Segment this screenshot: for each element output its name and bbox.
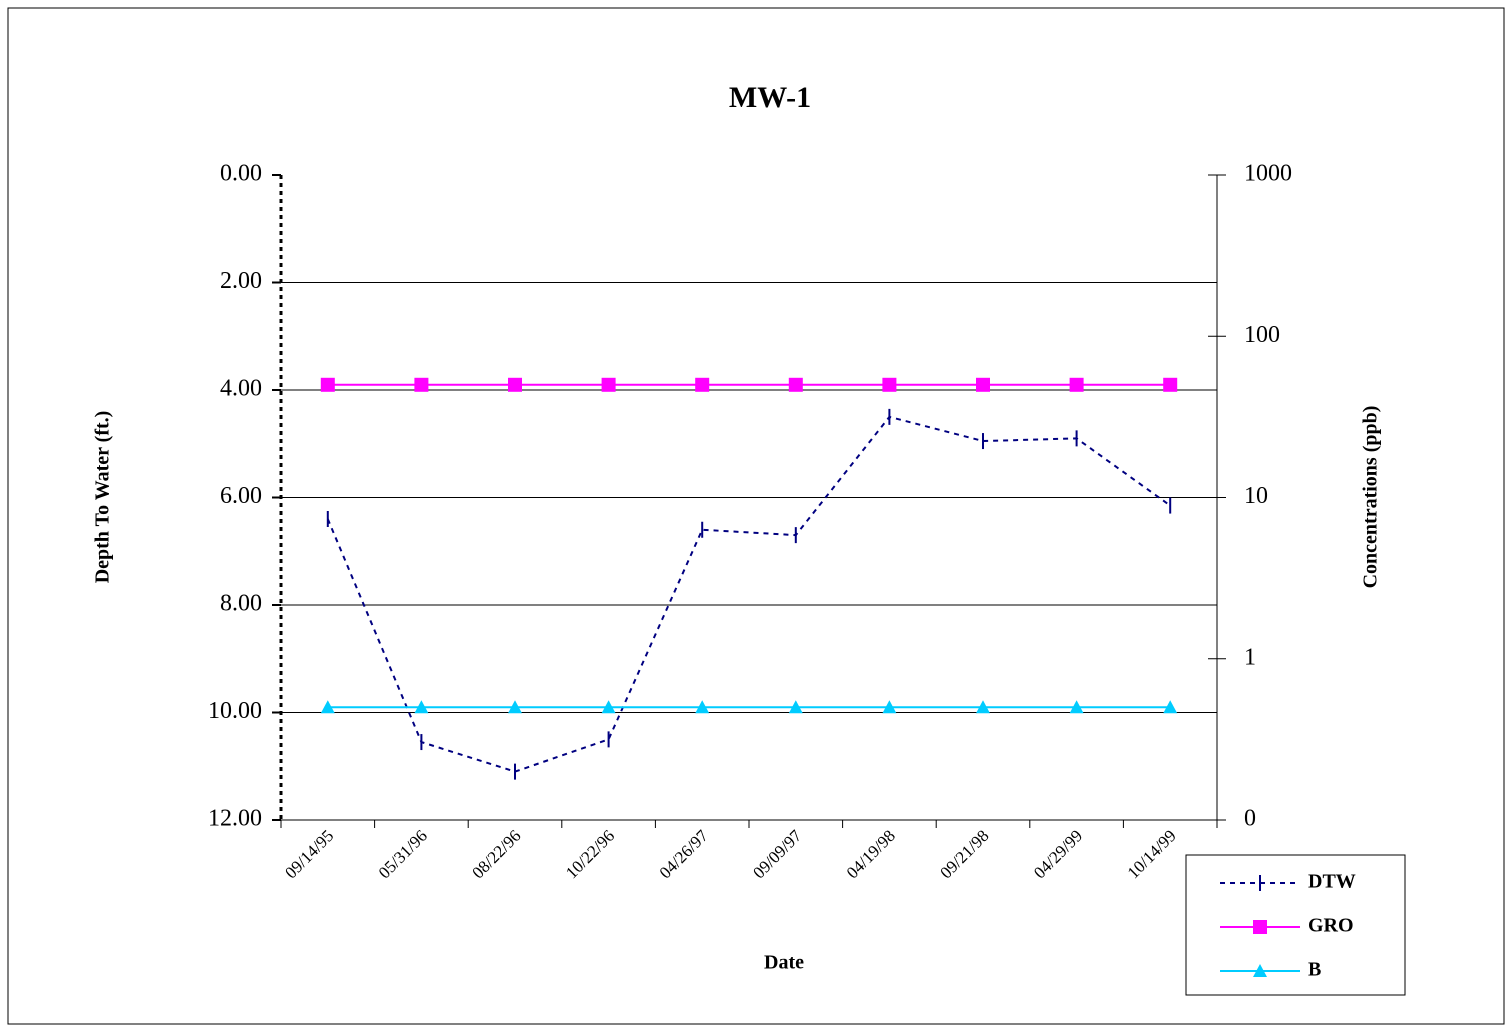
- y2-axis-title: Concentrations (ppb): [1360, 406, 1382, 589]
- y2-tick-label: 1000: [1244, 161, 1292, 187]
- y-tick-label: 8.00: [220, 591, 262, 617]
- marker: [601, 377, 616, 392]
- legend-label: GRO: [1308, 915, 1354, 937]
- legend-box: [1185, 854, 1406, 996]
- y-tick-label: 6.00: [220, 483, 262, 509]
- marker: [788, 377, 803, 392]
- marker: [414, 700, 429, 714]
- marker: [882, 377, 897, 392]
- y-tick-label: 4.00: [220, 376, 262, 402]
- marker: [695, 377, 710, 392]
- y2-tick-label: 10: [1244, 483, 1268, 509]
- y2-tick-label: 0: [1244, 806, 1256, 832]
- marker: [1069, 377, 1084, 392]
- marker: [320, 377, 335, 392]
- legend-marker: [1253, 920, 1267, 934]
- marker: [601, 700, 616, 714]
- marker: [976, 700, 990, 714]
- y-tick-label: 0.00: [220, 161, 262, 187]
- y-tick-label: 2.00: [220, 268, 262, 294]
- marker: [788, 700, 803, 714]
- legend-label: B: [1308, 959, 1321, 981]
- y-tick-label: 12.00: [208, 806, 262, 832]
- x-axis-title: Date: [764, 952, 804, 974]
- marker: [1163, 700, 1178, 714]
- y-axis-title: Depth To Water (ft.): [92, 411, 114, 584]
- legend-marker: [1253, 964, 1267, 977]
- chart-title: MW-1: [729, 81, 811, 114]
- marker: [320, 700, 335, 714]
- legend-label: DTW: [1308, 871, 1356, 893]
- marker: [508, 377, 522, 392]
- marker: [1163, 377, 1178, 392]
- y2-tick-label: 100: [1244, 322, 1280, 348]
- marker: [1069, 700, 1084, 714]
- marker: [508, 700, 522, 714]
- y-tick-label: 10.00: [208, 698, 262, 724]
- marker: [976, 377, 990, 392]
- marker: [414, 377, 429, 392]
- marker: [882, 700, 897, 714]
- series-line: [326, 415, 1171, 773]
- y2-tick-label: 1: [1244, 644, 1256, 670]
- marker: [695, 700, 710, 714]
